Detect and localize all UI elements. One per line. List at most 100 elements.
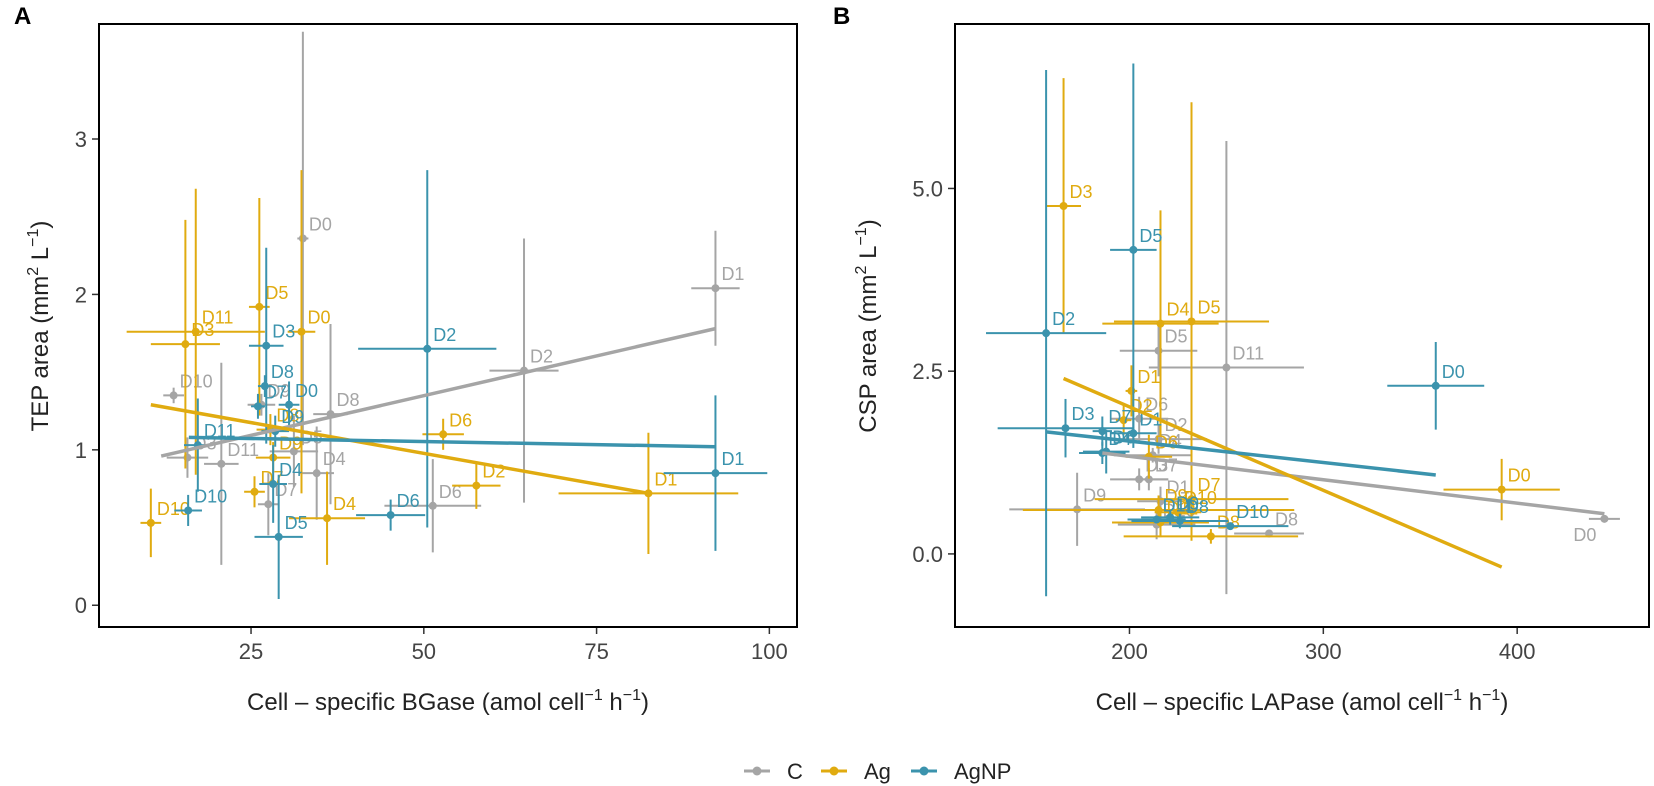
point-marker [217,459,226,468]
point-marker [269,480,278,489]
point-label: D7 [264,382,287,402]
point-label: D4 [323,449,346,469]
point-label: D11 [1232,344,1264,364]
point-marker [1431,381,1440,390]
point-label: D7 [1198,475,1221,495]
point-marker [423,344,432,353]
point-marker [297,327,306,336]
panel-b-y-axis-title: CSP area (mm2 L−1) [853,219,882,432]
point-marker [191,327,200,336]
point-label: D5 [1139,226,1162,246]
point-label: D0 [295,381,318,401]
point-label: D6 [1155,433,1178,453]
point-marker [255,302,264,311]
point-label: D5 [265,283,288,303]
point-marker [1206,532,1215,541]
data-point-c-d1: D1 [691,230,744,346]
point-label: D5 [1198,297,1221,317]
point-label: D5 [1165,327,1188,347]
point-label: D6 [397,491,420,511]
point-label: D8 [1217,512,1240,532]
data-point-c-d5: D5 [1119,325,1198,377]
data-point-ag-d8: D8 [1123,512,1299,544]
legend-label-agnp: AgNP [954,759,1011,784]
point-label: D0 [1573,525,1596,545]
point-marker [323,514,332,523]
data-point-c-d11: D11 [204,362,259,565]
panel-b-y-ticks: 0.0 2.5 5.0 [912,176,955,567]
point-marker [1222,363,1231,372]
panel-a-x-ticks: 25 50 75 100 [239,627,788,664]
legend-point-ag [829,766,839,776]
point-marker [298,234,307,243]
y-tick-label: 2 [75,282,87,307]
point-label: D7 [274,480,297,500]
point-label: D8 [1275,509,1298,529]
point-label: D2 [433,325,456,345]
data-point-ag-d1: D1 [558,432,739,554]
data-point-ag-d7: D7 [1094,475,1289,514]
trend-lines [150,326,716,496]
data-point-agnp-d8: D8 [257,362,294,397]
data-point-ag-d0: D0 [1443,458,1560,521]
point-label: D4 [279,460,302,480]
panel-a-frame [98,23,798,628]
data-point-c-d6: D6 [384,459,482,553]
point-label: D5 [285,513,308,533]
trend-lines [1045,376,1605,569]
point-marker [312,469,321,478]
point-label: D9 [281,407,304,427]
point-label: D7 [1108,407,1131,427]
panel-a-label: A [14,3,31,30]
point-marker [181,340,190,349]
panel-b-label: B [833,3,850,30]
point-label: D1 [1166,477,1189,497]
point-label: D8 [276,406,299,426]
point-marker [1119,416,1128,425]
data-point-ag-d10: D10 [140,488,190,558]
data-point-agnp-d10: D10 [1172,502,1289,531]
data-point-agnp-d4: D4 [259,445,302,523]
y-tick-label: 0.0 [912,542,943,567]
point-marker [386,511,395,520]
panel-a-x-axis-title: Cell – specific BGase (amol cell−1 h−1) [247,687,649,716]
x-tick-label: 400 [1499,639,1536,664]
point-label: D9 [1083,485,1106,505]
point-label: D6 [1145,395,1168,415]
trend-line-c [160,326,716,458]
point-marker [711,469,720,478]
point-label: D9 [267,381,290,401]
data-point-c-d10: D10 [163,371,213,404]
data-point-agnp-d2: D2 [986,70,1107,597]
point-label: D2 [1052,309,1075,329]
data-point-agnp-d6: D6 [356,491,426,531]
point-label: D11 [227,440,259,460]
point-marker [184,506,193,515]
point-label: D1 [1137,367,1160,387]
point-label: D11 [202,308,234,328]
data-point-agnp-d11: D11 [1127,496,1194,524]
point-label: D9 [1165,486,1188,506]
point-marker [264,500,273,509]
data-point-ag-d11: D11 [126,188,265,475]
point-label: D4 [1166,300,1189,320]
point-marker [253,402,262,411]
point-marker [250,487,259,496]
legend-point-c [752,766,762,776]
point-marker [428,501,437,510]
point-label: D0 [309,214,332,234]
point-label: D6 [1112,428,1135,448]
data-point-c-d11: D11 [1148,140,1304,595]
point-marker [1226,522,1235,531]
point-marker [1187,495,1196,504]
point-marker [1042,329,1051,338]
point-marker [1061,424,1070,433]
point-label: D10 [1236,502,1269,522]
point-label: D11 [1166,498,1198,518]
legend-label-c: C [787,759,803,784]
point-marker [262,341,271,350]
